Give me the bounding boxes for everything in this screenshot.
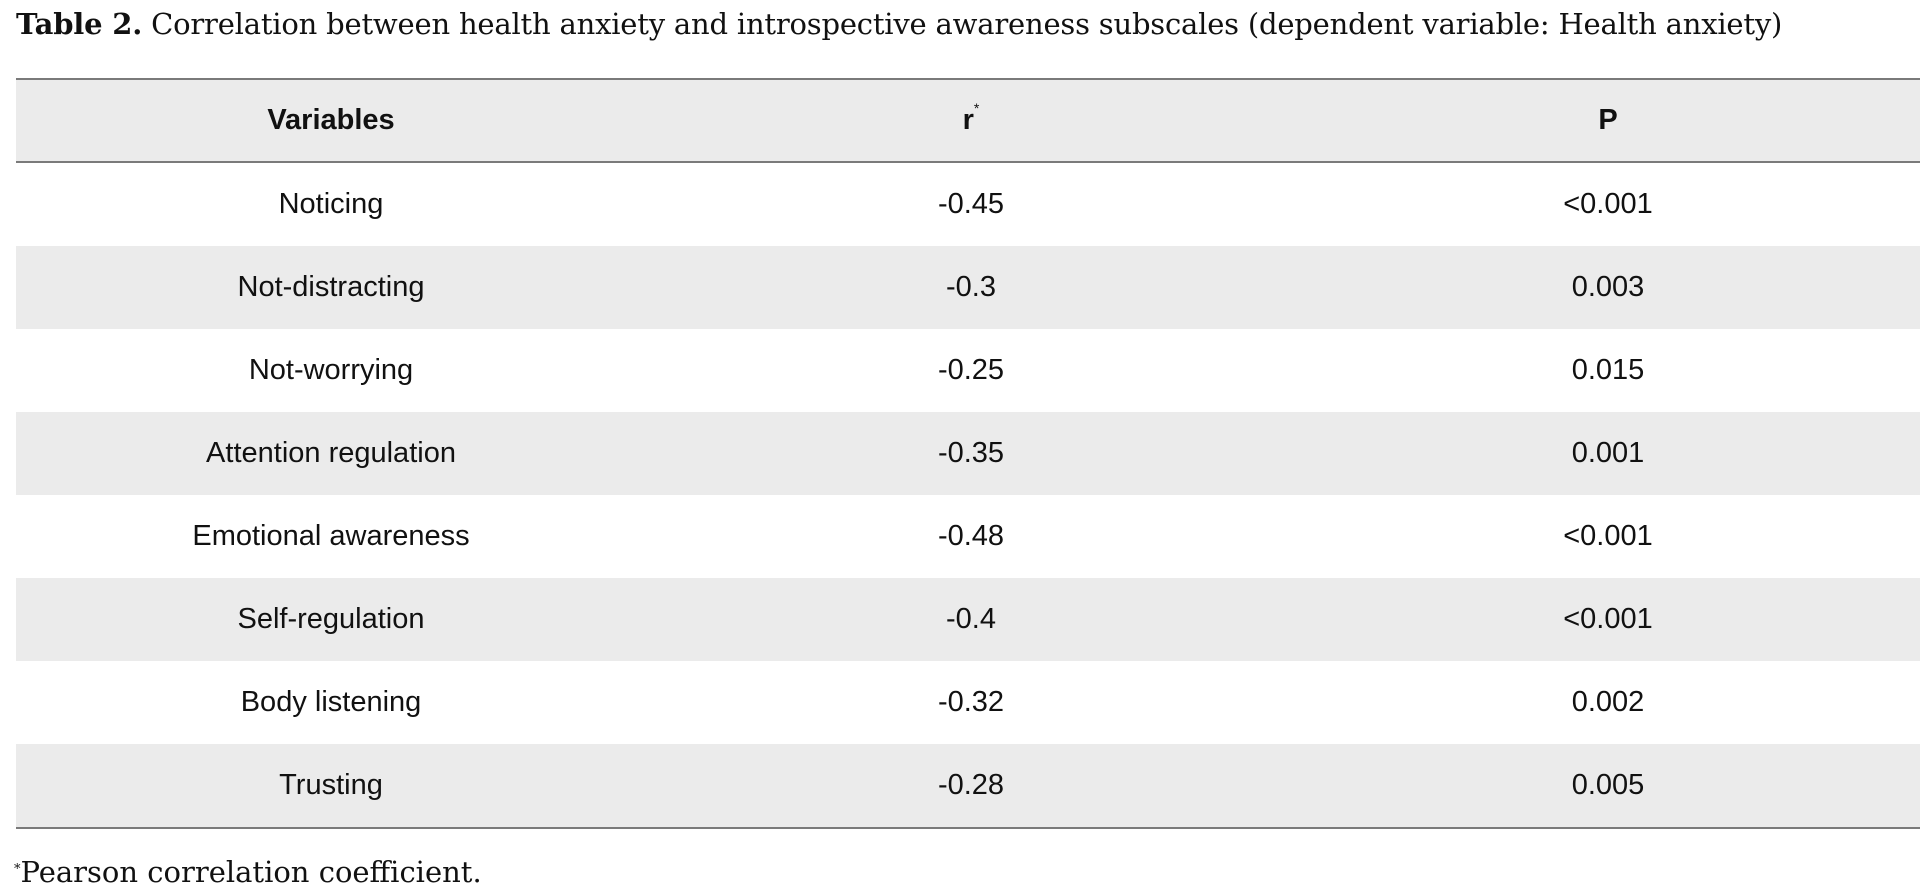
header-variables: Variables — [267, 104, 395, 136]
cell-r: -0.28 — [937, 769, 1005, 801]
cell-variable: Attention regulation — [206, 437, 456, 469]
cell-variable: Emotional awareness — [192, 520, 470, 552]
header-r-label: r — [962, 104, 974, 136]
table-row: Attention regulation -0.35 0.001 — [16, 412, 1920, 495]
cell-p: 0.015 — [1571, 354, 1645, 386]
cell-p: 0.002 — [1571, 686, 1645, 718]
cell-p: <0.001 — [1563, 603, 1653, 635]
cell-r: -0.45 — [937, 188, 1005, 220]
cell-r: -0.35 — [937, 437, 1005, 469]
table-caption: Table 2. Correlation between health anxi… — [16, 4, 1782, 44]
cell-variable: Not-distracting — [237, 271, 425, 303]
header-r-footnote-mark: * — [973, 100, 980, 116]
table-row: Emotional awareness -0.48 <0.001 — [16, 495, 1920, 578]
cell-variable: Not-worrying — [248, 354, 414, 386]
cell-r: -0.25 — [937, 354, 1005, 386]
cell-r: -0.4 — [946, 603, 996, 635]
table-row: Not-distracting -0.3 0.003 — [16, 246, 1920, 329]
table-header-row: Variables r* P — [16, 80, 1920, 163]
cell-variable: Trusting — [279, 769, 383, 801]
cell-p: 0.003 — [1571, 271, 1645, 303]
footnote-text: Pearson correlation coefficient. — [20, 855, 482, 889]
table-row: Body listening -0.32 0.002 — [16, 661, 1920, 744]
correlation-table: Variables r* P Noticing -0.45 <0.001 Not… — [16, 78, 1920, 829]
cell-p: <0.001 — [1563, 188, 1653, 220]
footnote-mark: * — [14, 862, 21, 877]
table-row: Not-worrying -0.25 0.015 — [16, 329, 1920, 412]
cell-r: -0.3 — [946, 271, 996, 303]
cell-variable: Self-regulation — [237, 603, 425, 635]
table-footnote: *Pearson correlation coefficient. — [14, 852, 482, 892]
table-caption-text: Correlation between health anxiety and i… — [142, 7, 1783, 41]
table-row: Noticing -0.45 <0.001 — [16, 163, 1920, 246]
cell-p: 0.001 — [1571, 437, 1645, 469]
cell-r: -0.48 — [937, 520, 1005, 552]
cell-r: -0.32 — [937, 686, 1005, 718]
table-row: Trusting -0.28 0.005 — [16, 744, 1920, 827]
table-label: Table 2. — [16, 7, 143, 41]
cell-variable: Noticing — [278, 188, 384, 220]
cell-p: <0.001 — [1563, 520, 1653, 552]
cell-p: 0.005 — [1571, 769, 1645, 801]
header-p: P — [1598, 104, 1618, 136]
table-row: Self-regulation -0.4 <0.001 — [16, 578, 1920, 661]
cell-variable: Body listening — [240, 686, 422, 718]
header-r: r* — [646, 100, 1296, 137]
